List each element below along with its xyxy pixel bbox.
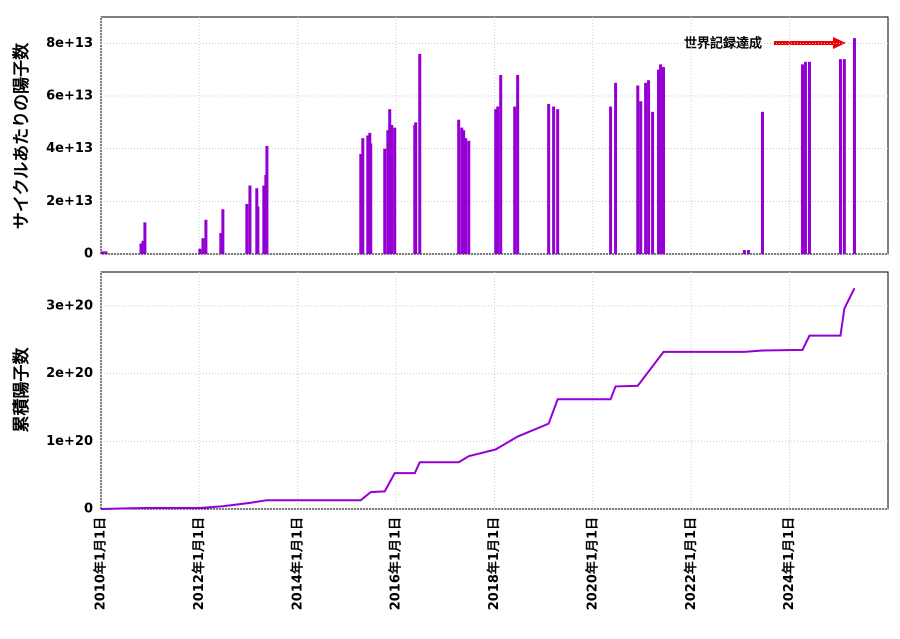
bar bbox=[803, 61, 807, 255]
x-tick-label: 2024年1月1日 bbox=[781, 517, 797, 610]
bar bbox=[644, 82, 648, 254]
y-tick-label: 0 bbox=[84, 502, 93, 517]
bar bbox=[460, 127, 464, 254]
bar bbox=[636, 85, 640, 254]
y-axis-label: 累積陽子数 bbox=[11, 347, 32, 433]
bar bbox=[198, 248, 202, 254]
bar bbox=[556, 109, 560, 255]
bar bbox=[467, 140, 471, 254]
bar bbox=[496, 106, 500, 255]
bar bbox=[386, 130, 390, 254]
y-tick-label: 2e+13 bbox=[46, 194, 93, 209]
bar bbox=[842, 59, 846, 255]
x-tick-label: 2020年1月1日 bbox=[584, 517, 600, 610]
bar bbox=[760, 111, 764, 254]
bar bbox=[383, 148, 387, 254]
bar bbox=[647, 80, 651, 254]
bar bbox=[547, 103, 551, 255]
bar bbox=[838, 59, 842, 255]
bar bbox=[201, 238, 205, 254]
bar bbox=[639, 101, 643, 255]
bar bbox=[462, 130, 466, 254]
y-tick-label: 1e+20 bbox=[46, 434, 93, 449]
bar bbox=[657, 69, 661, 255]
y-tick-label: 0 bbox=[84, 247, 93, 262]
bar bbox=[248, 185, 252, 254]
y-tick-label: 8e+13 bbox=[46, 36, 93, 51]
bar bbox=[609, 106, 613, 255]
bar bbox=[659, 64, 663, 255]
bar bbox=[414, 122, 418, 254]
bar bbox=[369, 143, 373, 254]
x-tick-label: 2012年1月1日 bbox=[191, 517, 207, 610]
bar bbox=[245, 203, 249, 254]
bar bbox=[393, 127, 397, 254]
bar bbox=[499, 74, 503, 254]
bar bbox=[513, 106, 517, 255]
bar bbox=[256, 206, 260, 254]
y-tick-label: 6e+13 bbox=[46, 89, 93, 104]
bar bbox=[651, 111, 655, 254]
bar bbox=[219, 232, 223, 254]
y-tick-label: 3e+20 bbox=[46, 298, 93, 313]
bar bbox=[104, 251, 108, 254]
x-tick-label: 2022年1月1日 bbox=[683, 517, 699, 610]
bar bbox=[746, 250, 750, 254]
bar bbox=[101, 251, 105, 254]
bar bbox=[359, 153, 363, 254]
bar bbox=[139, 243, 143, 254]
bar bbox=[361, 138, 365, 254]
bar bbox=[366, 135, 370, 254]
y-tick-label: 4e+13 bbox=[46, 141, 93, 156]
y-tick-label: 2e+20 bbox=[46, 366, 93, 381]
bar bbox=[457, 119, 461, 254]
bar bbox=[807, 61, 811, 255]
annotation-arrow bbox=[774, 37, 846, 49]
bar bbox=[221, 209, 225, 254]
bar bbox=[265, 146, 269, 254]
bar bbox=[852, 38, 856, 254]
bar bbox=[418, 53, 422, 254]
bar bbox=[464, 138, 468, 254]
bar bbox=[204, 219, 208, 254]
y-axis-label: サイクルあたりの陽子数 bbox=[11, 42, 32, 229]
bar bbox=[494, 109, 498, 255]
x-tick-label: 2018年1月1日 bbox=[486, 517, 502, 610]
bar bbox=[262, 185, 266, 254]
bar bbox=[390, 124, 394, 254]
bar bbox=[614, 82, 618, 254]
line bbox=[100, 287, 856, 510]
bar bbox=[388, 109, 392, 255]
bar bbox=[662, 67, 666, 255]
bar bbox=[552, 106, 556, 255]
bar bbox=[800, 64, 804, 255]
bar bbox=[742, 250, 746, 254]
x-tick-label: 2010年1月1日 bbox=[93, 517, 109, 610]
bar bbox=[141, 240, 145, 254]
x-tick-label: 2016年1月1日 bbox=[388, 517, 404, 610]
bar bbox=[143, 222, 147, 254]
bar bbox=[516, 74, 520, 254]
x-tick-label: 2014年1月1日 bbox=[289, 517, 305, 610]
